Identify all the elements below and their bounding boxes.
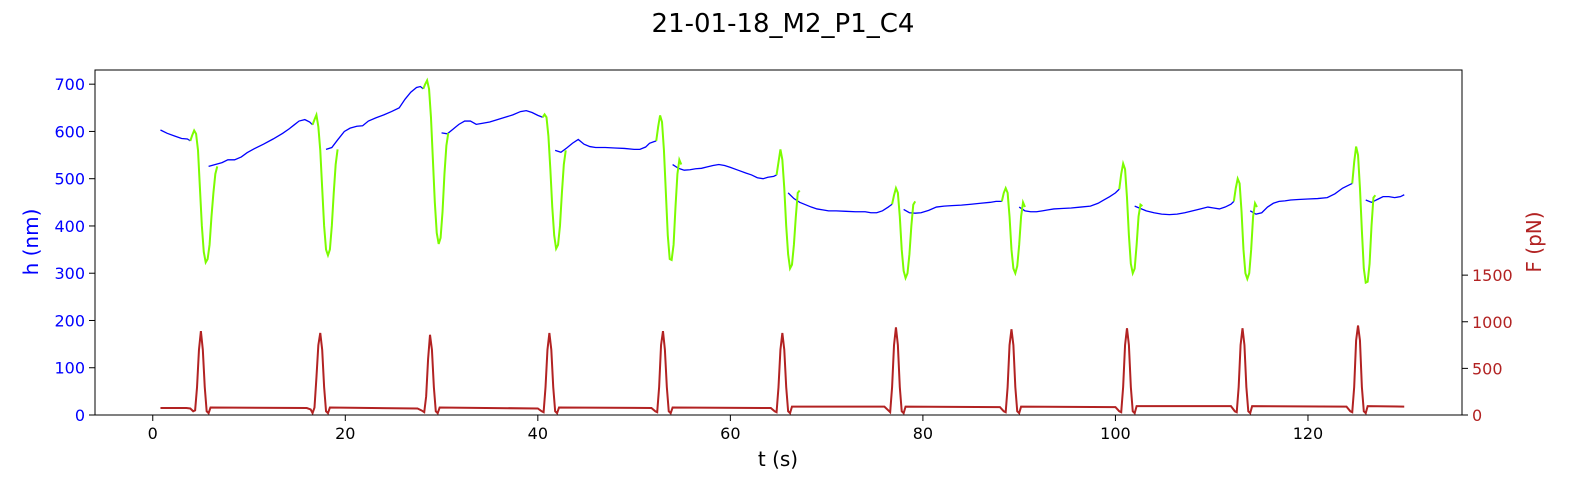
series-h-between-segment-1 — [160, 129, 191, 142]
y-left-tick-label: 300 — [54, 264, 85, 283]
series-h-compression-segment-3 — [422, 77, 450, 245]
series-h-compression-segment-8 — [1000, 185, 1026, 277]
y-right-tick-label: 0 — [1472, 406, 1482, 425]
y-axis-left: 0 100 200 300 400 500 600 700 — [54, 75, 95, 425]
x-tick-label: 40 — [528, 424, 548, 443]
y-axis-left-label: h (nm) — [19, 209, 43, 276]
series-h-between-segment-10 — [1134, 200, 1235, 216]
series-h-compression-segment-9 — [1118, 159, 1143, 277]
x-tick-label: 100 — [1100, 424, 1131, 443]
y-right-tick-label: 500 — [1472, 359, 1503, 378]
x-tick-label: 80 — [913, 424, 933, 443]
series-h-compression-segment-1 — [189, 128, 219, 266]
series-h-compression-segment-4 — [541, 112, 567, 252]
y-left-tick-label: 700 — [54, 75, 85, 94]
series-h-compression-segment-7 — [891, 185, 917, 282]
y-left-tick-label: 100 — [54, 359, 85, 378]
x-axis: 0 20 40 60 80 100 120 — [148, 415, 1324, 443]
y-left-tick-label: 600 — [54, 122, 85, 141]
plot-frame — [94, 69, 1463, 416]
series-h-between-segment-7 — [787, 192, 893, 214]
y-axis-right-label: F (pN) — [1522, 211, 1546, 272]
y-left-tick-label: 500 — [54, 170, 85, 189]
series-h-between-segment-8 — [903, 200, 1002, 214]
series-force-line — [160, 325, 1405, 416]
y-left-tick-label: 200 — [54, 311, 85, 330]
series-h-between-segment-3 — [325, 85, 424, 151]
series-h-between-segment-5 — [554, 138, 657, 153]
y-right-tick-label: 1500 — [1472, 266, 1513, 285]
series-h-between-segment-12 — [1365, 194, 1405, 204]
series-h-between-segment-6 — [672, 163, 777, 180]
series-h-compression-segment-2 — [311, 111, 339, 259]
x-tick-label: 0 — [148, 424, 158, 443]
y-left-tick-label: 0 — [75, 406, 85, 425]
y-right-tick-label: 1000 — [1472, 313, 1513, 332]
x-tick-label: 60 — [720, 424, 740, 443]
series-h-compression-segment-5 — [655, 115, 683, 262]
series-h-compression-segment-10 — [1232, 175, 1258, 283]
y-axis-right: 0 500 1000 1500 — [1462, 266, 1513, 425]
x-tick-label: 20 — [335, 424, 355, 443]
chart-title: 21-01-18_M2_P1_C4 — [652, 9, 915, 39]
series-h-compression-segment-11 — [1351, 146, 1377, 285]
x-axis-label: t (s) — [758, 447, 798, 471]
series-h-between-segment-4 — [441, 109, 543, 135]
series-h-compression-segment-6 — [775, 149, 801, 272]
plot-area — [160, 77, 1405, 416]
series-h-between-segment-2 — [208, 118, 314, 168]
y-left-tick-label: 400 — [54, 217, 85, 236]
series-h-between-segment-11 — [1249, 182, 1353, 215]
x-tick-label: 120 — [1293, 424, 1324, 443]
series-h-between-segment-9 — [1018, 188, 1120, 213]
